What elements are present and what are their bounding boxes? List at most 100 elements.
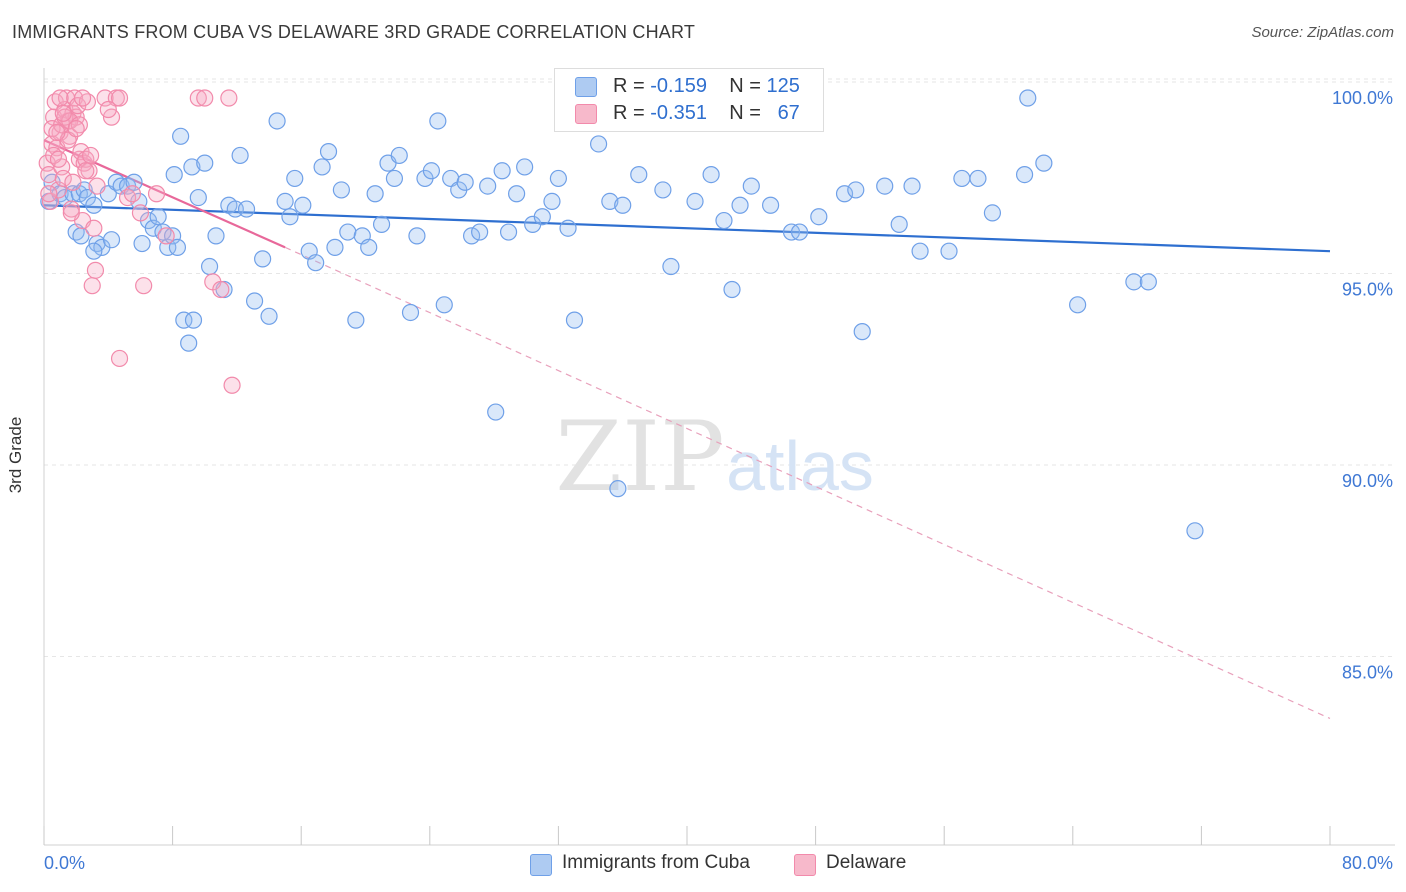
point-cuba	[360, 238, 378, 256]
point-delaware	[67, 120, 85, 138]
point-cuba	[630, 166, 648, 184]
point-delaware	[77, 162, 95, 180]
point-delaware	[62, 200, 80, 218]
point-delaware	[62, 204, 80, 222]
point-delaware	[157, 227, 175, 245]
point-cuba	[175, 311, 193, 329]
point-cuba	[260, 307, 278, 325]
point-cuba	[983, 204, 1002, 222]
point-cuba	[102, 231, 121, 249]
point-cuba	[499, 223, 518, 241]
point-cuba	[1019, 89, 1037, 107]
point-cuba	[85, 196, 103, 214]
point-cuba	[761, 196, 780, 214]
point-cuba	[401, 303, 420, 322]
point-delaware	[48, 123, 66, 142]
legend-label-cuba: Immigrants from Cuba	[562, 852, 750, 873]
point-cuba	[715, 211, 733, 230]
point-delaware	[82, 146, 100, 165]
point-cuba	[1015, 166, 1034, 184]
tick-labels: 100.0% 95.0% 90.0% 85.0% 0.0% 80.0%	[44, 88, 1393, 873]
point-delaware	[131, 204, 150, 222]
delaware-r-value: -0.351	[650, 102, 707, 124]
point-delaware	[196, 89, 214, 107]
cuba-n-label: N =	[729, 75, 761, 97]
point-cuba	[326, 238, 344, 256]
watermark: ZIP atlas	[555, 401, 874, 513]
point-cuba	[1139, 273, 1157, 291]
delaware-n-value: 67	[777, 102, 800, 124]
point-cuba	[810, 208, 828, 226]
point-cuba	[565, 311, 584, 329]
point-cuba	[149, 208, 167, 226]
point-cuba	[184, 311, 203, 329]
point-delaware	[220, 89, 238, 107]
point-cuba	[435, 296, 453, 314]
y-tick-label: 95.0%	[1342, 280, 1393, 300]
point-delaware	[110, 89, 129, 107]
point-delaware	[51, 89, 69, 107]
point-cuba	[654, 181, 672, 199]
point-cuba	[286, 169, 304, 188]
point-cuba	[347, 311, 365, 329]
series-legend: Immigrants from Cuba Delaware	[0, 852, 1406, 878]
point-cuba	[390, 146, 408, 165]
point-cuba	[516, 158, 534, 176]
point-cuba	[429, 112, 447, 130]
point-cuba	[165, 166, 183, 184]
point-cuba	[180, 334, 198, 352]
point-cuba	[408, 227, 426, 245]
point-cuba	[876, 177, 894, 195]
point-delaware	[223, 376, 241, 394]
point-cuba	[196, 154, 214, 172]
point-cuba	[609, 480, 627, 498]
point-cuba	[207, 227, 225, 245]
point-cuba	[479, 177, 497, 195]
x-tick-label-min: 0.0%	[44, 853, 85, 873]
y-tick-label: 90.0%	[1342, 471, 1393, 491]
point-cuba	[366, 185, 384, 203]
data-points	[38, 89, 1204, 540]
point-delaware	[123, 185, 142, 203]
stats-legend: R = -0.159 N = 125 R = -0.351 N = 67	[554, 68, 824, 132]
point-delaware	[86, 261, 105, 279]
point-cuba	[313, 158, 331, 176]
delaware-swatch	[575, 104, 597, 124]
point-cuba	[183, 158, 201, 176]
trend-line-cuba	[43, 204, 1331, 253]
cuba-r-value: -0.159	[650, 75, 707, 97]
point-cuba	[276, 192, 294, 211]
point-cuba	[281, 208, 299, 226]
point-cuba	[254, 250, 272, 268]
point-cuba	[133, 234, 151, 253]
point-cuba	[835, 185, 854, 203]
point-cuba	[189, 188, 207, 207]
x-tick-label-max: 80.0%	[1342, 853, 1393, 873]
point-cuba	[890, 215, 908, 233]
watermark-zip: ZIP	[555, 401, 724, 513]
point-delaware	[64, 173, 82, 191]
point-delaware	[83, 277, 101, 295]
point-cuba	[614, 196, 632, 214]
point-cuba	[969, 169, 987, 188]
point-cuba	[742, 177, 760, 195]
point-cuba	[422, 162, 441, 180]
point-delaware	[212, 280, 230, 299]
point-delaware	[49, 150, 68, 168]
point-delaware	[99, 100, 117, 119]
point-delaware	[88, 177, 106, 195]
trend-extension-delaware	[284, 246, 1331, 720]
point-cuba	[508, 185, 526, 203]
point-cuba	[559, 219, 577, 237]
point-cuba	[601, 192, 619, 211]
point-cuba	[1186, 522, 1204, 540]
chart-title: IMMIGRANTS FROM CUBA VS DELAWARE 3RD GRA…	[12, 22, 696, 42]
point-cuba	[1035, 154, 1053, 172]
point-delaware	[40, 185, 58, 203]
delaware-n-label: N =	[729, 102, 761, 124]
point-cuba	[200, 257, 219, 276]
point-cuba	[294, 196, 312, 214]
point-cuba	[172, 127, 190, 145]
point-cuba	[911, 242, 929, 260]
